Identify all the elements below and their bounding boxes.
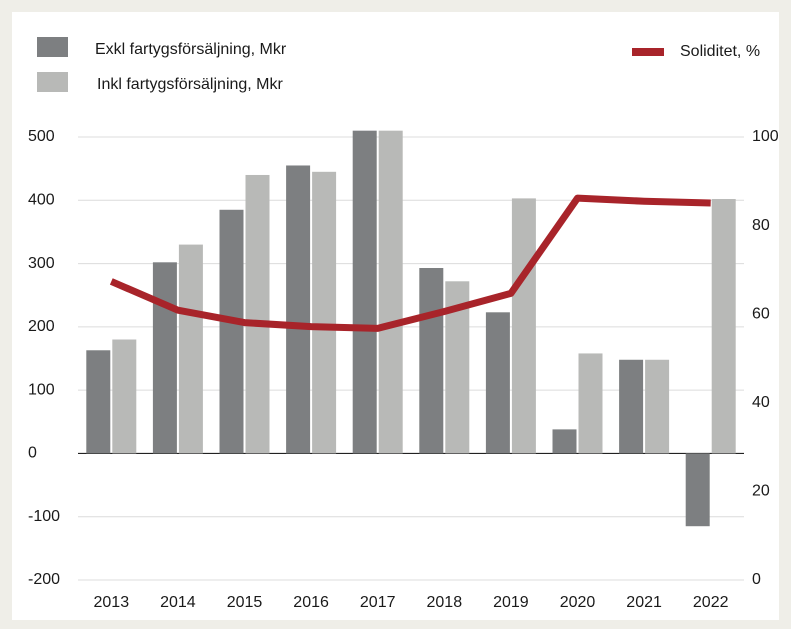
legend-label: Exkl fartygsförsäljning, Mkr — [95, 41, 287, 58]
y-tick-label: 300 — [28, 255, 55, 272]
legend-label: Inkl fartygsförsäljning, Mkr — [97, 76, 284, 93]
y2-tick-label: 20 — [752, 483, 770, 500]
bar — [378, 130, 403, 454]
y-tick-label: 500 — [28, 128, 55, 145]
bar — [286, 165, 311, 454]
y2-tick-label: 0 — [752, 571, 761, 588]
x-tick-label: 2021 — [626, 594, 662, 611]
y-tick-label: 100 — [28, 381, 55, 398]
bar — [219, 209, 244, 454]
x-tick-label: 2013 — [94, 594, 130, 611]
bar — [86, 350, 111, 454]
y2-tick-label: 40 — [752, 394, 770, 411]
bar — [152, 262, 177, 454]
bar — [511, 198, 536, 454]
legend-label: Soliditet, % — [680, 43, 760, 60]
y2-tick-label: 80 — [752, 217, 770, 234]
x-tick-label: 2018 — [427, 594, 463, 611]
bar — [552, 429, 577, 454]
x-tick-label: 2016 — [293, 594, 329, 611]
bar — [352, 130, 377, 454]
x-tick-label: 2017 — [360, 594, 396, 611]
y-tick-label: -100 — [28, 508, 60, 525]
bar — [619, 359, 644, 454]
x-tick-label: 2019 — [493, 594, 529, 611]
y2-tick-label: 100 — [752, 128, 779, 145]
x-tick-label: 2015 — [227, 594, 263, 611]
bar — [419, 268, 444, 454]
bar — [312, 171, 337, 454]
bar — [578, 353, 603, 454]
y-tick-label: 0 — [28, 445, 37, 462]
x-tick-label: 2022 — [693, 594, 729, 611]
bar — [245, 174, 270, 454]
x-tick-label: 2020 — [560, 594, 596, 611]
bar — [645, 359, 670, 454]
legend-swatch — [632, 48, 664, 56]
y-tick-label: 400 — [28, 192, 55, 209]
y-tick-label: -200 — [28, 571, 60, 588]
bar — [685, 453, 710, 527]
legend-swatch — [37, 72, 68, 92]
bar — [711, 199, 736, 454]
y2-tick-label: 60 — [752, 305, 770, 322]
y-tick-label: 200 — [28, 318, 55, 335]
line — [109, 194, 711, 332]
bar — [485, 312, 510, 454]
x-tick-label: 2014 — [160, 594, 196, 611]
bar — [112, 339, 137, 454]
bar — [178, 244, 203, 454]
legend-swatch — [37, 37, 68, 57]
